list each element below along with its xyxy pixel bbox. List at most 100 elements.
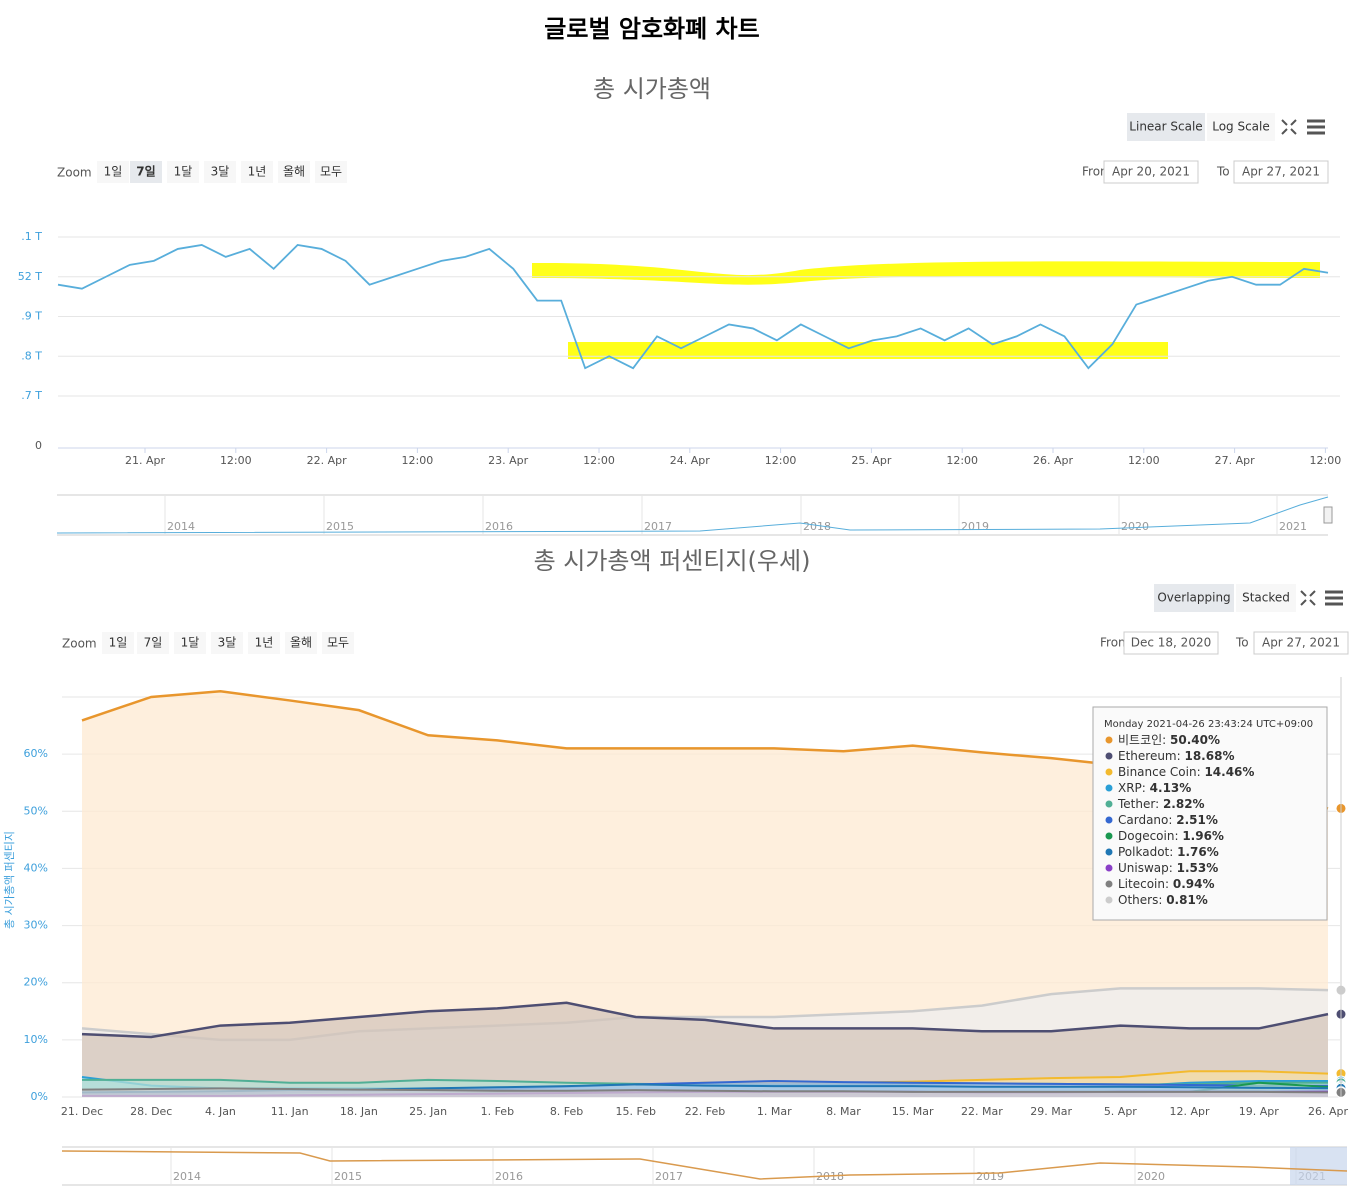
from-value[interactable]: Dec 18, 2020 [1131, 636, 1211, 650]
zoom-button-label[interactable]: 1일 [104, 165, 123, 179]
volume-tick-label: 0 [35, 439, 42, 452]
x-tick-label: 12:00 [765, 454, 797, 467]
y-tick-label: 10% [24, 1033, 48, 1046]
navigator-selection[interactable] [1290, 1147, 1347, 1185]
navigator-year: 2021 [1279, 520, 1307, 533]
scale-button-label[interactable]: Overlapping [1157, 591, 1230, 605]
tooltip-swatch [1105, 800, 1113, 808]
zoom-button-label[interactable]: 1일 [109, 636, 128, 650]
navigator-year: 2020 [1137, 1170, 1165, 1183]
x-tick-label: 12:00 [1128, 454, 1160, 467]
y-tick-label: .9 T [21, 310, 42, 323]
to-input[interactable] [1253, 631, 1349, 655]
navigator-line [56, 496, 1329, 534]
navigator-handle[interactable] [1323, 506, 1333, 524]
zoom-button[interactable] [211, 632, 243, 654]
zoom-button[interactable] [241, 161, 273, 183]
tooltip-swatch [1105, 880, 1113, 888]
zoom-button-label[interactable]: 3달 [211, 165, 230, 179]
zoom-button[interactable] [137, 632, 169, 654]
zoom-button-label[interactable]: 모두 [327, 636, 349, 650]
navigator-line [61, 1150, 1348, 1180]
scale-button-label[interactable]: Log Scale [1212, 120, 1270, 134]
to-value[interactable]: Apr 27, 2021 [1242, 165, 1320, 179]
tooltip-value: 1.76% [1177, 845, 1219, 859]
x-tick-label: 12:00 [583, 454, 615, 467]
zoom-button[interactable] [204, 161, 236, 183]
x-tick-label: 12:00 [946, 454, 978, 467]
x-tick-label: 27. Apr [1215, 454, 1255, 467]
zoom-button[interactable] [167, 161, 199, 183]
zoom-button[interactable] [278, 161, 310, 183]
zoom-button[interactable] [315, 161, 347, 183]
zoom-button-label[interactable]: 7일 [144, 636, 163, 650]
zoom-button-label[interactable]: 1달 [174, 165, 193, 179]
y-tick-label: 0% [31, 1090, 48, 1103]
scale-button-label[interactable]: Linear Scale [1129, 120, 1202, 134]
zoom-button-label[interactable]: 모두 [320, 165, 342, 179]
x-tick-label: 26. Apr [1308, 1105, 1348, 1118]
x-tick-label: 8. Mar [826, 1105, 861, 1118]
x-tick-label: 12:00 [220, 454, 252, 467]
scale-button[interactable] [1207, 113, 1275, 141]
zoom-button[interactable] [97, 161, 129, 183]
zoom-button-label[interactable]: 1년 [248, 165, 267, 179]
price-line [57, 243, 1329, 370]
zoom-button[interactable] [248, 632, 280, 654]
zoom-button[interactable] [322, 632, 354, 654]
x-tick-label: 1. Mar [757, 1105, 792, 1118]
tooltip-name: Binance Coin [1118, 765, 1197, 779]
zoom-button[interactable] [130, 161, 162, 183]
fullscreen-icon[interactable] [1281, 119, 1297, 135]
tooltip-item: XRP: 4.13% [1118, 781, 1191, 795]
zoom-button-label[interactable]: 7일 [136, 165, 155, 179]
zoom-button-label[interactable]: 3달 [218, 636, 237, 650]
to-label: To [1235, 636, 1249, 650]
zoom-label: Zoom [62, 637, 97, 651]
zoom-button-label[interactable]: 올해 [283, 165, 305, 179]
tooltip-name: XRP [1118, 781, 1142, 795]
navigator-year: 2014 [173, 1170, 201, 1183]
tooltip-swatch [1105, 784, 1113, 792]
x-tick-label: 18. Jan [340, 1105, 378, 1118]
x-tick-label: 21. Dec [61, 1105, 103, 1118]
menu-icon[interactable] [1325, 590, 1343, 606]
tooltip-item: Uniswap: 1.53% [1118, 861, 1218, 875]
x-tick-label: 24. Apr [670, 454, 710, 467]
tooltip-separator: : [1169, 861, 1177, 875]
zoom-button[interactable] [174, 632, 206, 654]
to-input[interactable] [1233, 160, 1329, 184]
to-label: To [1216, 165, 1230, 179]
zoom-button[interactable] [102, 632, 134, 654]
tooltip-separator: : [1162, 733, 1170, 747]
fullscreen-icon[interactable] [1300, 590, 1316, 606]
x-tick-label: 28. Dec [130, 1105, 172, 1118]
from-input[interactable] [1123, 631, 1219, 655]
y-tick-label: 52 T [18, 270, 42, 283]
tooltip-name: Ethereum [1118, 749, 1177, 763]
zoom-button-label[interactable]: 올해 [290, 636, 312, 650]
zoom-button-label[interactable]: 1년 [255, 636, 274, 650]
x-tick-label: 8. Feb [550, 1105, 583, 1118]
from-input[interactable] [1103, 160, 1199, 184]
y-axis-title: 총 시가총액 퍼센티지 [3, 831, 16, 929]
page-title: 글로벌 암호화폐 차트 [544, 15, 759, 43]
scale-button[interactable] [1127, 113, 1205, 141]
tooltip-item: Cardano: 2.51% [1118, 813, 1218, 827]
scale-button-label[interactable]: Stacked [1242, 591, 1290, 605]
tooltip-value: 2.51% [1176, 813, 1218, 827]
tooltip-separator: : [1177, 749, 1185, 763]
scale-button[interactable] [1236, 584, 1296, 612]
zoom-button-label[interactable]: 1달 [181, 636, 200, 650]
navigator-year: 2020 [1121, 520, 1149, 533]
tooltip-swatch [1105, 736, 1113, 744]
navigator-year: 2015 [334, 1170, 362, 1183]
scale-button[interactable] [1154, 584, 1234, 612]
x-tick-label: 11. Jan [271, 1105, 309, 1118]
tooltip-item: Polkadot: 1.76% [1118, 845, 1219, 859]
to-value[interactable]: Apr 27, 2021 [1262, 636, 1340, 650]
zoom-button[interactable] [285, 632, 317, 654]
menu-icon[interactable] [1307, 119, 1325, 135]
x-tick-label: 5. Apr [1104, 1105, 1137, 1118]
from-value[interactable]: Apr 20, 2021 [1112, 165, 1190, 179]
